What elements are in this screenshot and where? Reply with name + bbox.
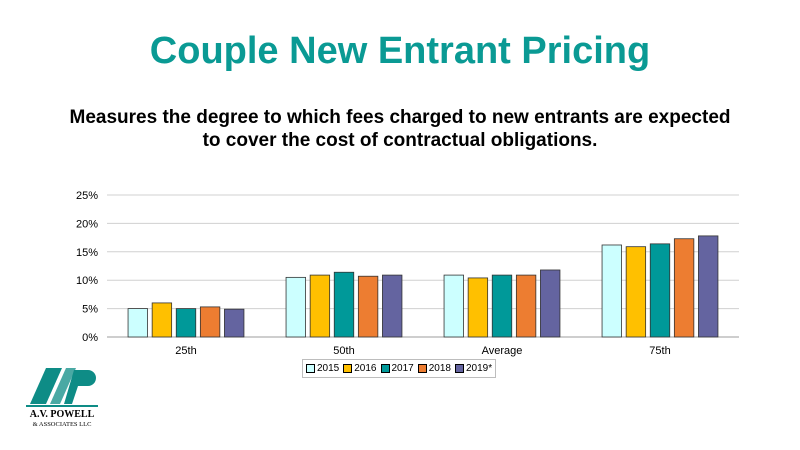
legend-item: 2018 — [417, 363, 451, 374]
legend-swatch — [306, 364, 315, 373]
legend-label: 2015 — [317, 363, 340, 374]
legend-item: 2019* — [455, 363, 492, 374]
bar — [649, 243, 671, 338]
chart-subtitle: Measures the degree to which fees charge… — [69, 107, 731, 151]
logo-text-name: A.V. POWELL — [30, 409, 95, 420]
y-tick-label: 5% — [82, 304, 98, 316]
y-tick-label: 15% — [76, 247, 98, 259]
legend-item: 2015 — [306, 363, 339, 374]
bar — [333, 271, 355, 338]
bar — [698, 235, 719, 338]
x-tick-label: Average — [482, 345, 523, 357]
y-tick-label: 0% — [82, 332, 98, 344]
legend-swatch — [417, 364, 427, 373]
legend-swatch — [380, 364, 390, 373]
bar — [199, 306, 221, 338]
bar — [127, 308, 148, 338]
legend-swatch — [343, 364, 353, 373]
bar — [601, 244, 622, 338]
bar — [224, 308, 245, 338]
bar — [151, 302, 173, 338]
y-tick-label: 25% — [76, 190, 98, 202]
legend-label: 2017 — [391, 363, 414, 374]
chart-legend: 2015 2016 2017 2018 2019* — [302, 359, 497, 378]
bar — [309, 274, 331, 338]
x-tick-label: 75th — [649, 345, 670, 357]
y-tick-label: 10% — [76, 275, 98, 287]
bar — [357, 275, 379, 338]
legend-item: 2016 — [343, 363, 377, 374]
bar — [285, 276, 306, 338]
bar — [175, 308, 197, 338]
bar — [491, 274, 513, 338]
legend-label: 2019* — [466, 363, 493, 374]
company-logo: A.V. POWELL & ASSOCIATES LLC — [26, 368, 98, 428]
logo-text-associates: & ASSOCIATES LLC — [33, 421, 92, 428]
legend-label: 2016 — [354, 363, 377, 374]
bar — [625, 246, 647, 338]
bar — [467, 277, 489, 338]
y-tick-label: 20% — [76, 218, 98, 230]
bar — [515, 274, 537, 338]
logo-mark-v — [50, 368, 76, 404]
legend-swatch — [455, 364, 464, 373]
x-tick-label: 50th — [333, 345, 354, 357]
bar — [540, 269, 561, 338]
bar — [673, 238, 695, 338]
bar — [443, 274, 464, 338]
chart-title: Couple New Entrant Pricing — [149, 30, 651, 72]
logo-mark-p — [64, 370, 96, 404]
x-tick-label: 25th — [175, 345, 196, 357]
legend-item: 2017 — [380, 363, 414, 374]
bar — [382, 274, 403, 338]
logo-mark-a — [30, 368, 62, 404]
legend-label: 2018 — [428, 363, 451, 374]
